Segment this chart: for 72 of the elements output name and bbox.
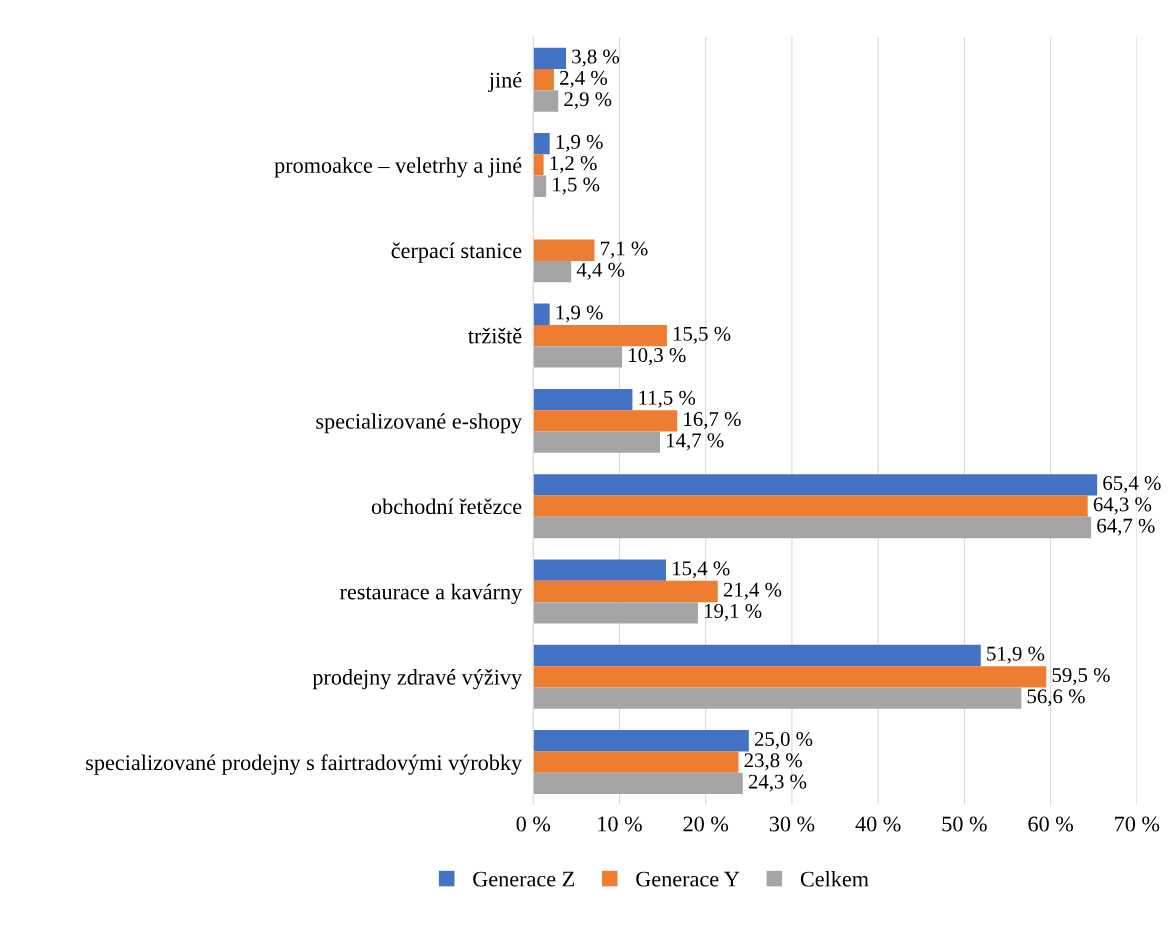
- bar: [533, 772, 743, 795]
- x-tick-label: 20 %: [683, 816, 729, 832]
- x-tick-label: 70 %: [1115, 816, 1160, 832]
- data-label: 19,1 %: [704, 603, 762, 622]
- bar: [533, 90, 559, 112]
- data-label: 14,7 %: [667, 433, 724, 451]
- data-label: 16,7 %: [684, 412, 741, 430]
- bar: [533, 516, 1092, 539]
- data-label: 7,1 %: [601, 241, 648, 259]
- data-label: 65,4 %: [1103, 476, 1161, 494]
- data-label: 24,3 %: [748, 774, 807, 792]
- data-label: 15,4 %: [673, 561, 730, 579]
- bar: [533, 644, 981, 667]
- bar: [533, 175, 547, 197]
- data-label: 64,7 %: [1097, 518, 1155, 536]
- y-tick-label: restaurace a kavárny: [339, 583, 523, 605]
- bar: [533, 324, 667, 347]
- data-label: 25,0 %: [754, 731, 813, 749]
- y-tick-label: jiné: [488, 71, 522, 93]
- y-tick-label: prodejny zdravé výživy: [312, 669, 523, 690]
- x-tick-label: 10 %: [598, 816, 642, 832]
- bar: [533, 410, 678, 432]
- x-tick-label: 30 %: [769, 816, 815, 832]
- data-label: 1,2 %: [550, 156, 597, 174]
- y-tick-label: promoakce – veletrhy a jiné: [274, 157, 522, 178]
- y-tick-label: čerpací stanice: [391, 242, 522, 263]
- data-label: 15,5 %: [673, 326, 731, 344]
- data-label: 1,9 %: [556, 134, 603, 152]
- bar: [533, 303, 550, 325]
- x-tick-label: 50 %: [942, 816, 987, 832]
- bar: [533, 154, 544, 176]
- data-label: 4,4 %: [576, 262, 625, 280]
- data-label: 2,4 %: [560, 70, 608, 88]
- data-label: 23,8 %: [744, 753, 802, 771]
- x-tick-label: 60 %: [1028, 816, 1073, 832]
- bar: [533, 47, 567, 69]
- y-tick-label: obchodní řetězce: [371, 498, 522, 515]
- bar: [533, 559, 667, 581]
- bar: [533, 346, 623, 368]
- data-label: 2,9 %: [564, 92, 612, 110]
- bar: [533, 239, 595, 261]
- data-label: 21,4 %: [723, 582, 782, 600]
- bar: [533, 68, 554, 91]
- bar: [533, 730, 749, 752]
- bar: [533, 495, 1088, 517]
- bar: [533, 687, 1022, 709]
- data-label: 1,9 %: [556, 305, 603, 323]
- x-tick-label: 40 %: [855, 816, 901, 832]
- bar: [533, 388, 633, 411]
- data-label: 51,9 %: [987, 646, 1045, 664]
- y-tick-label: specializované prodejny s fairtradovými výrobky: [86, 754, 523, 775]
- data-label: 1,5 %: [553, 177, 600, 195]
- bar: [533, 751, 739, 773]
- bar: [533, 260, 572, 283]
- legend-label: Generace Y: [636, 871, 740, 887]
- data-label: 3,8 %: [572, 49, 620, 67]
- bar: [533, 132, 550, 155]
- data-label: 59,5 %: [1052, 667, 1110, 685]
- bar: [533, 602, 698, 624]
- x-tick-label: 0 %: [516, 816, 551, 832]
- legend-label: Celkem: [800, 870, 869, 887]
- bar: [533, 580, 718, 603]
- data-label: 10,3 %: [629, 348, 686, 366]
- data-label: 56,6 %: [1027, 689, 1085, 707]
- data-label: 11,5 %: [639, 390, 696, 408]
- bar: [533, 474, 1098, 496]
- data-label: 64,3 %: [1093, 497, 1152, 515]
- bar: [533, 666, 1047, 688]
- bar: [533, 431, 661, 453]
- y-tick-label: specializované e-shopy: [316, 413, 523, 434]
- y-tick-label: tržiště: [468, 327, 522, 344]
- legend-label: Generace Z: [473, 871, 575, 887]
